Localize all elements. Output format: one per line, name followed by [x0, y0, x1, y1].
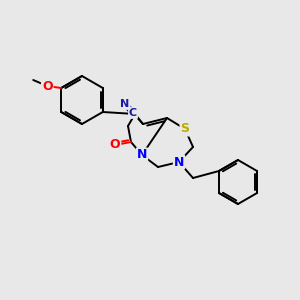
- Text: C: C: [129, 108, 137, 118]
- Text: N: N: [174, 155, 184, 169]
- Text: N: N: [120, 99, 130, 109]
- Text: S: S: [181, 122, 190, 136]
- Text: O: O: [110, 139, 120, 152]
- Text: N: N: [137, 148, 147, 161]
- Text: O: O: [42, 80, 52, 92]
